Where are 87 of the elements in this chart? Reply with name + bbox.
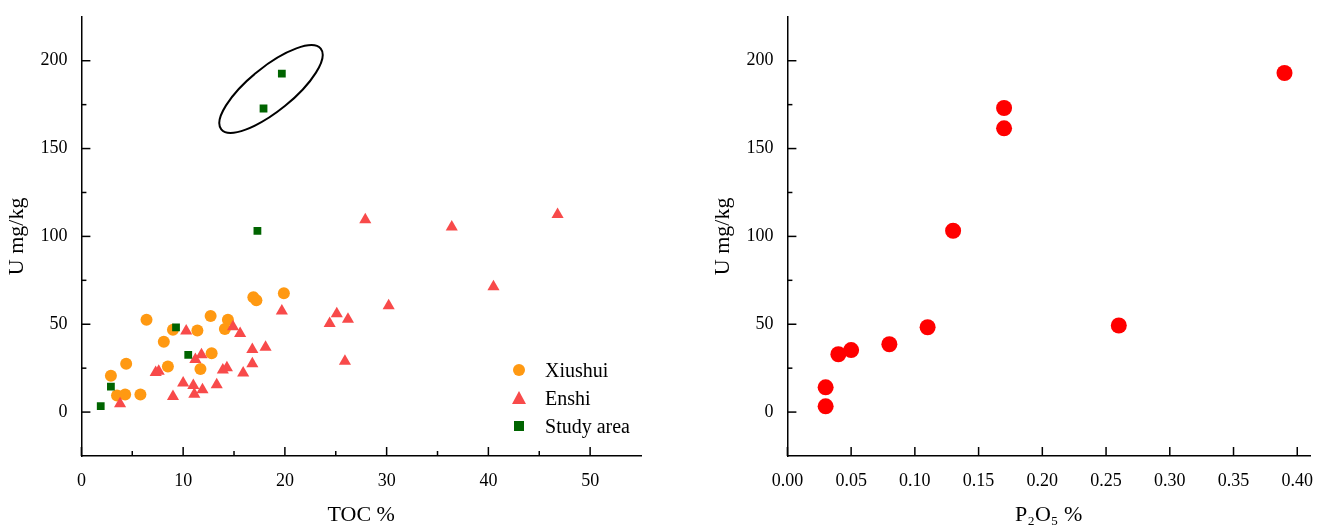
y-axis-title: U mg/kg <box>708 197 734 276</box>
legend-label: Enshi <box>545 386 591 410</box>
point <box>216 362 229 374</box>
x-tick-label: 0.30 <box>1154 469 1186 490</box>
point <box>487 279 500 291</box>
point <box>817 379 834 396</box>
y-tick-label: 50 <box>49 312 68 333</box>
point <box>134 388 147 401</box>
point <box>341 312 355 323</box>
point <box>119 388 132 401</box>
point <box>172 323 180 332</box>
point <box>246 342 259 354</box>
point <box>830 346 847 363</box>
point <box>140 313 153 326</box>
point <box>275 304 288 315</box>
point <box>210 377 223 389</box>
x-axis-title: P₂O₅ % <box>1015 500 1083 526</box>
point <box>817 398 834 415</box>
point <box>189 352 202 363</box>
point <box>196 382 209 394</box>
x-tick-label: 0 <box>76 469 86 490</box>
point <box>259 340 272 351</box>
point <box>996 99 1013 116</box>
point <box>382 298 395 310</box>
point <box>177 375 190 387</box>
point <box>114 396 127 408</box>
x-tick-label: 0.05 <box>835 469 867 490</box>
point <box>107 382 115 391</box>
x-axis-title: TOC % <box>327 500 395 526</box>
x-tick-label: 0.00 <box>771 469 804 490</box>
y-tick-label: 100 <box>746 225 774 246</box>
point <box>226 319 240 331</box>
point <box>551 207 564 218</box>
y-tick-label: 200 <box>40 49 68 70</box>
point <box>919 319 936 336</box>
point <box>205 347 218 360</box>
y-axis-title: U mg/kg <box>2 197 28 276</box>
point <box>157 335 170 348</box>
y-tick-label: 0 <box>58 400 68 421</box>
point <box>246 356 259 368</box>
point <box>204 309 217 322</box>
y-tick-label: 0 <box>764 400 774 421</box>
point <box>323 316 336 328</box>
point <box>161 360 174 373</box>
y-tick-label: 150 <box>746 137 774 158</box>
point <box>166 389 180 400</box>
point <box>187 378 200 390</box>
x-tick-label: 0.40 <box>1281 469 1313 490</box>
point <box>359 212 372 224</box>
point <box>218 322 231 335</box>
x-tick-label: 0.20 <box>1026 469 1059 490</box>
x-tick-label: 10 <box>174 469 193 490</box>
legend-label: Study area <box>545 414 630 438</box>
point <box>338 354 351 365</box>
x-tick-label: 0.15 <box>962 469 995 490</box>
x-tick-label: 0.25 <box>1090 469 1122 490</box>
point <box>104 369 117 382</box>
x-tick-label: 30 <box>377 469 396 490</box>
point <box>234 326 247 338</box>
x-tick-label: 50 <box>581 469 600 490</box>
x-tick-label: 20 <box>275 469 294 490</box>
point <box>843 342 860 359</box>
legend-label: Xiushui <box>545 358 609 382</box>
y-tick-label: 50 <box>755 312 774 333</box>
point <box>120 357 133 370</box>
point <box>330 306 343 318</box>
point <box>277 69 286 78</box>
y-tick-label: 200 <box>746 49 774 70</box>
point <box>96 402 105 410</box>
point <box>945 222 962 239</box>
x-tick-label: 40 <box>479 469 498 490</box>
x-tick-label: 0.35 <box>1217 469 1250 490</box>
point <box>184 350 193 359</box>
point <box>180 323 193 335</box>
point <box>1110 317 1127 334</box>
point <box>194 363 207 376</box>
y-tick-label: 150 <box>40 137 68 158</box>
point <box>277 287 290 300</box>
point <box>237 365 250 377</box>
y-tick-label: 100 <box>40 225 68 246</box>
point <box>253 226 262 235</box>
point <box>191 324 204 337</box>
point <box>1276 65 1293 82</box>
point <box>445 219 458 231</box>
point <box>881 336 898 353</box>
x-tick-label: 0.10 <box>899 469 931 490</box>
point <box>996 120 1013 137</box>
